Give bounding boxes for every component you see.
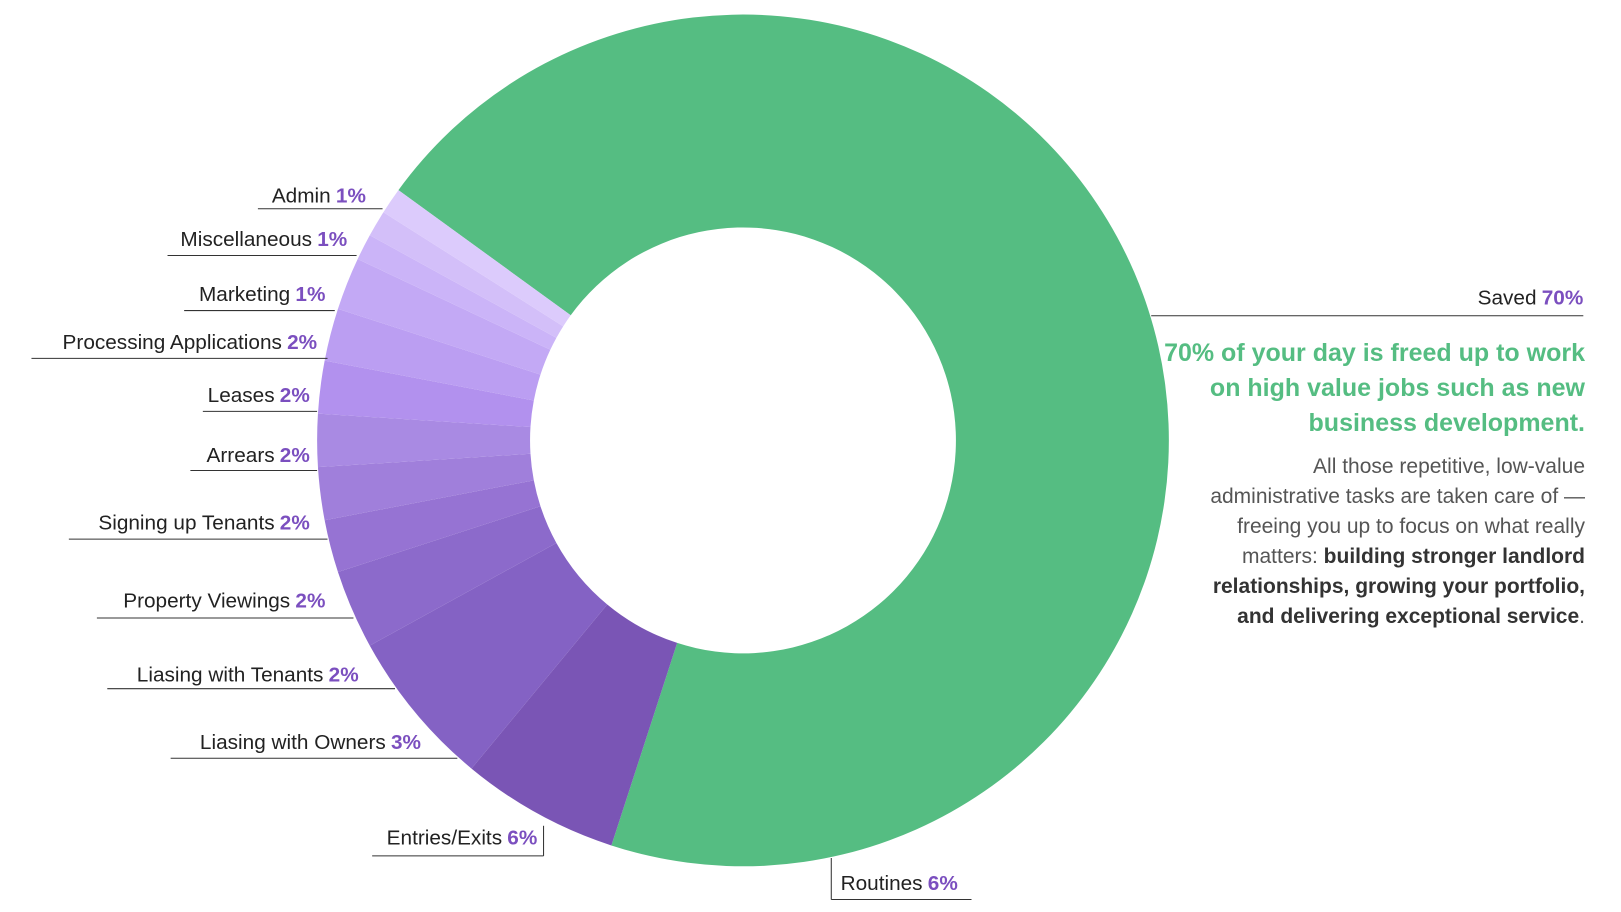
category-name: Arrears [207,444,275,467]
slice [471,604,678,846]
value-label: 2% [280,384,310,407]
body-text-part: . [1579,605,1585,628]
value-label: 3% [391,731,421,754]
body-text-bold: building stronger landlord relationships… [1212,545,1585,628]
value-label: 6% [507,826,537,849]
body-text: All those repetitive, low-value administ… [1195,452,1585,632]
value-label: 2% [329,663,359,686]
slice-label: Leases 2% [208,384,310,407]
body-text-part: All those repetitive, low-value administ… [1210,455,1585,568]
category-name: Liasing with Owners [200,731,386,754]
slice-label: Signing up Tenants 2% [98,512,309,535]
value-label: 1% [317,228,347,251]
slice [317,413,531,468]
slice-label: Liasing with Owners 3% [200,731,421,754]
value-label: 70% [1542,286,1584,309]
slice-label: Liasing with Tenants 2% [137,663,359,686]
slice-label: Saved 70% [1478,286,1584,309]
slice [398,14,1169,867]
slice [337,259,551,375]
category-name: Entries/Exits [387,826,502,849]
value-label: 2% [280,444,310,467]
value-label: 1% [336,185,366,208]
category-name: Property Viewings [123,590,290,613]
slice-label: Routines 6% [841,872,958,895]
slice [369,212,564,338]
headline: 70% of your day is freed up to work on h… [1164,339,1585,437]
slice-label: Arrears 2% [207,444,310,467]
slice-label: Processing Applications 2% [63,331,318,354]
value-label: 2% [287,331,317,354]
slice [383,190,571,327]
slice [324,480,541,573]
value-label: 2% [280,512,310,535]
slice-label: Admin 1% [272,185,366,208]
category-name: Routines [841,872,923,895]
slice-label: Property Viewings 2% [123,590,325,613]
slice [317,453,534,521]
slice [369,543,608,769]
slice-label: Marketing 1% [199,283,325,306]
slice [357,235,557,350]
category-name: Processing Applications [63,331,282,354]
slice-label: Entries/Exits 6% [387,826,538,849]
category-name: Signing up Tenants [98,512,274,535]
slice [324,308,541,401]
value-label: 1% [295,283,325,306]
slice [337,506,557,646]
value-label: 2% [295,590,325,613]
category-name: Marketing [199,283,290,306]
category-name: Leases [208,384,275,407]
slice-label: Miscellaneous 1% [180,228,347,251]
slice [317,360,534,428]
category-name: Saved [1478,286,1537,309]
value-label: 6% [928,872,958,895]
category-name: Admin [272,185,331,208]
category-name: Miscellaneous [180,228,312,251]
category-name: Liasing with Tenants [137,663,324,686]
